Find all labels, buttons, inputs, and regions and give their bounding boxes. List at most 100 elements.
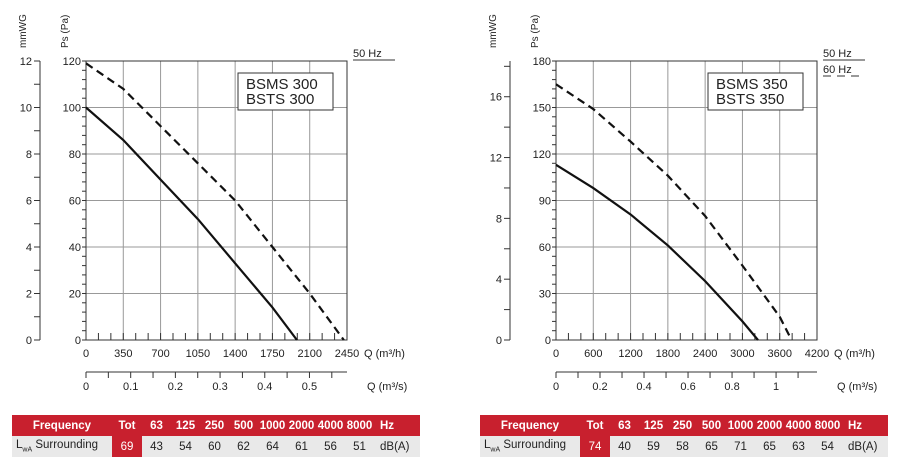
mmwg-axis-label: mmWG (488, 14, 499, 48)
model-name: BSTS 350 (716, 91, 784, 108)
value: 61 (295, 440, 308, 453)
y-tick-label: 0 (75, 335, 81, 347)
y-tick-label: 120 (63, 56, 81, 68)
band: 125 (175, 419, 196, 432)
band: 1000 (259, 419, 286, 432)
value: 63 (792, 440, 805, 453)
band: 250 (672, 419, 693, 432)
value: 58 (676, 440, 689, 453)
qs-tick-label: 0.8 (724, 381, 739, 393)
x-tick-label: 1750 (260, 348, 284, 360)
x-tick-label: 1400 (223, 348, 247, 360)
band: 500 (701, 419, 722, 432)
mmwg-tick-label: 8 (496, 213, 502, 225)
mmwg-axis-label: mmWG (18, 14, 29, 48)
value: 71 (734, 440, 747, 453)
value: 59 (647, 440, 660, 453)
model-name: BSTS 300 (246, 91, 314, 108)
mmwg-tick-label: 8 (26, 149, 32, 161)
y-tick-label: 0 (545, 335, 551, 347)
mmwg-tick-label: 16 (490, 92, 502, 104)
y-tick-label: 60 (539, 242, 551, 254)
tot-header: Tot (118, 419, 136, 432)
qs-tick-label: 0.5 (302, 381, 317, 393)
x-tick-label: 4200 (805, 348, 829, 360)
value: 65 (763, 440, 776, 453)
value: 60 (208, 440, 221, 453)
value: 64 (266, 440, 279, 453)
legend-label: 50 Hz (823, 48, 852, 60)
ps-axis-label: Ps (Pa) (60, 15, 71, 48)
model-name: BSMS 300 (246, 76, 318, 93)
frequency-header: Frequency (32, 419, 92, 432)
sound-table-300: Frequency Tot 63 125 250 500 1000 2000 4000 8000… (12, 415, 420, 458)
band: 125 (643, 419, 664, 432)
y-tick-label: 30 (539, 289, 551, 301)
model-box (237, 72, 334, 111)
qs-axis-label: Q (m³/s) (367, 381, 407, 393)
series-line-solid (85, 106, 298, 341)
qs-tick-label: 1 (773, 381, 779, 393)
x-tick-label: 600 (584, 348, 602, 360)
series-line-solid (555, 163, 759, 341)
db-unit: dB(A) (848, 440, 878, 453)
qs-tick-label: 0 (553, 381, 559, 393)
band: 500 (233, 419, 254, 432)
band: 8000 (346, 419, 373, 432)
legend-label: 60 Hz (823, 64, 852, 76)
legend-label: 50 Hz (353, 48, 382, 60)
qs-tick-label: 0 (83, 381, 89, 393)
y-tick-label: 180 (533, 56, 551, 68)
value: 54 (179, 440, 192, 453)
y-tick-label: 150 (533, 103, 551, 115)
x-tick-label: 1200 (618, 348, 642, 360)
qs-tick-label: 0.2 (168, 381, 183, 393)
mmwg-tick-label: 4 (26, 242, 32, 254)
value: 65 (705, 440, 718, 453)
x-tick-label: 0 (553, 348, 559, 360)
model-box (707, 72, 804, 111)
qs-axis-label: Q (m³/s) (837, 381, 877, 393)
fan-curve-charts: 0 350 700 1050 1400 1750 2100 24500204060801001… (18, 14, 877, 393)
band: 63 (150, 419, 163, 432)
x-axis-label: Q (m³/h) (834, 348, 875, 360)
row-label: LwA Surrounding (484, 439, 566, 454)
ps-axis-label: Ps (Pa) (530, 15, 541, 48)
band: 4000 (785, 419, 812, 432)
mmwg-tick-label: 12 (490, 153, 502, 165)
x-tick-label: 2450 (335, 348, 359, 360)
value: 54 (821, 440, 834, 453)
x-tick-label: 1800 (656, 348, 680, 360)
band: 63 (618, 419, 631, 432)
tot-value: 69 (112, 436, 142, 457)
y-tick-label: 20 (69, 289, 81, 301)
hz-unit: Hz (380, 419, 395, 432)
x-tick-label: 350 (114, 348, 132, 360)
band: 8000 (814, 419, 841, 432)
x-tick-label: 3000 (730, 348, 754, 360)
x-tick-label: 3600 (767, 348, 791, 360)
band: 250 (204, 419, 225, 432)
qs-tick-label: 0.4 (636, 381, 651, 393)
x-tick-label: 2400 (693, 348, 717, 360)
y-tick-label: 90 (539, 196, 551, 208)
x-tick-label: 0 (83, 348, 89, 360)
x-tick-label: 1050 (186, 348, 210, 360)
y-tick-label: 100 (63, 103, 81, 115)
x-tick-label: 700 (151, 348, 169, 360)
y-tick-label: 120 (533, 149, 551, 161)
model-name: BSMS 350 (716, 76, 788, 93)
qs-tick-label: 0.3 (212, 381, 227, 393)
y-tick-label: 40 (69, 242, 81, 254)
mmwg-tick-label: 6 (26, 196, 32, 208)
y-tick-label: 80 (69, 149, 81, 161)
qs-tick-label: 0.1 (123, 381, 138, 393)
value: 56 (324, 440, 337, 453)
hz-unit: Hz (848, 419, 863, 432)
mmwg-tick-label: 0 (496, 335, 502, 347)
frequency-header: Frequency (500, 419, 560, 432)
value: 62 (237, 440, 250, 453)
band: 1000 (727, 419, 754, 432)
band: 2000 (756, 419, 783, 432)
qs-tick-label: 0.6 (680, 381, 695, 393)
